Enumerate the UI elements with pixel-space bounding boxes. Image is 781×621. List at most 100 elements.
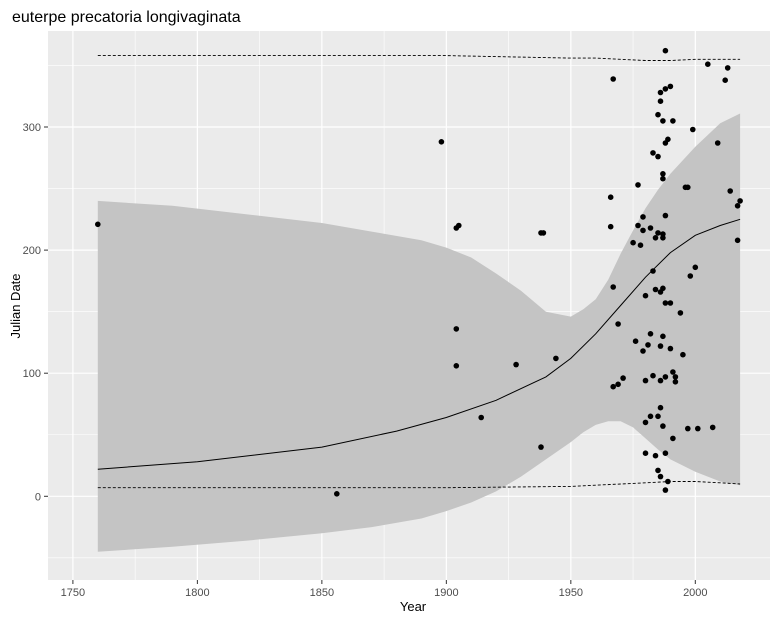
- data-point: [660, 333, 666, 340]
- data-point: [647, 331, 654, 337]
- data-point: [660, 171, 666, 177]
- data-point: [652, 452, 659, 459]
- data-point: [615, 381, 621, 388]
- x-axis: 1750 1800 1850 1900 1950 2000: [61, 580, 708, 599]
- data-point: [655, 230, 661, 236]
- data-point: [647, 225, 654, 231]
- data-point: [650, 268, 656, 274]
- data-point: [513, 361, 519, 368]
- y-axis-title: Julian Date: [8, 273, 23, 338]
- data-point: [640, 348, 646, 354]
- data-point: [642, 450, 649, 457]
- data-point: [662, 487, 669, 493]
- data-point: [607, 223, 614, 230]
- data-point: [724, 65, 731, 71]
- data-point: [714, 140, 721, 146]
- data-point: [705, 61, 711, 67]
- data-point: [657, 404, 664, 411]
- data-point: [538, 444, 544, 450]
- data-point: [734, 237, 741, 244]
- data-point: [334, 491, 340, 497]
- data-point: [635, 222, 641, 229]
- data-point: [647, 413, 654, 420]
- data-point: [456, 222, 462, 229]
- data-point: [637, 242, 644, 248]
- data-point: [709, 424, 716, 431]
- data-point: [95, 221, 101, 228]
- data-point: [662, 47, 669, 54]
- data-point: [478, 414, 485, 421]
- data-points: [95, 47, 743, 497]
- data-point: [652, 286, 659, 293]
- data-point: [722, 77, 728, 83]
- dashed-lower-line: [97, 481, 741, 489]
- fit-curve: [97, 218, 741, 470]
- data-point: [660, 175, 666, 182]
- data-point: [672, 374, 679, 380]
- data-point: [438, 139, 445, 145]
- data-point: [553, 355, 559, 362]
- data-point: [690, 126, 696, 133]
- data-point: [657, 89, 664, 96]
- data-point: [665, 478, 671, 485]
- data-point: [657, 377, 664, 384]
- data-point: [615, 321, 621, 327]
- x-tick-label: 1900: [434, 587, 458, 599]
- data-point: [620, 375, 626, 381]
- data-point: [540, 230, 547, 236]
- data-point: [667, 300, 674, 306]
- x-tick-label: 1800: [185, 587, 209, 599]
- data-point: [642, 419, 649, 426]
- data-point: [652, 235, 659, 241]
- data-point: [695, 425, 701, 432]
- x-tick-label: 2000: [683, 587, 707, 599]
- data-point: [642, 292, 649, 299]
- data-point: [677, 310, 684, 316]
- data-point: [672, 379, 679, 385]
- data-point: [655, 467, 661, 474]
- data-point: [667, 345, 674, 352]
- data-point: [657, 343, 664, 349]
- data-point: [610, 284, 616, 290]
- data-point: [734, 203, 741, 209]
- y-tick-label: 300: [23, 122, 41, 134]
- y-tick-label: 100: [23, 368, 41, 380]
- y-tick-label: 0: [35, 491, 41, 503]
- x-tick-label: 1850: [310, 587, 334, 599]
- data-point: [662, 212, 669, 219]
- data-point: [670, 435, 676, 442]
- data-point: [657, 473, 664, 480]
- dashed-upper-line: [97, 55, 741, 61]
- y-axis: 0 100 200 300: [23, 122, 48, 503]
- data-point: [660, 235, 666, 241]
- data-point: [662, 300, 669, 306]
- data-point: [727, 188, 733, 194]
- data-point: [662, 374, 669, 380]
- data-point: [670, 118, 676, 124]
- data-point: [650, 372, 656, 379]
- confidence-band: [97, 113, 741, 552]
- data-point: [662, 450, 669, 457]
- data-point: [453, 363, 460, 369]
- data-point: [642, 377, 649, 384]
- data-point: [685, 425, 691, 432]
- data-point: [655, 413, 661, 420]
- data-point: [645, 342, 651, 348]
- data-point: [667, 83, 674, 90]
- data-point: [655, 111, 661, 118]
- x-tick-label: 1750: [61, 587, 85, 599]
- chart-title: euterpe precatoria longivaginata: [12, 9, 241, 26]
- data-point: [650, 150, 656, 156]
- data-point: [610, 383, 616, 390]
- data-point: [453, 326, 460, 332]
- data-point: [737, 198, 743, 204]
- y-tick-label: 200: [23, 245, 41, 257]
- data-point: [680, 351, 686, 358]
- data-point: [665, 136, 671, 143]
- data-point: [660, 423, 666, 429]
- data-point: [610, 76, 616, 82]
- data-point: [632, 338, 639, 345]
- data-point: [660, 285, 666, 292]
- data-point: [662, 86, 669, 92]
